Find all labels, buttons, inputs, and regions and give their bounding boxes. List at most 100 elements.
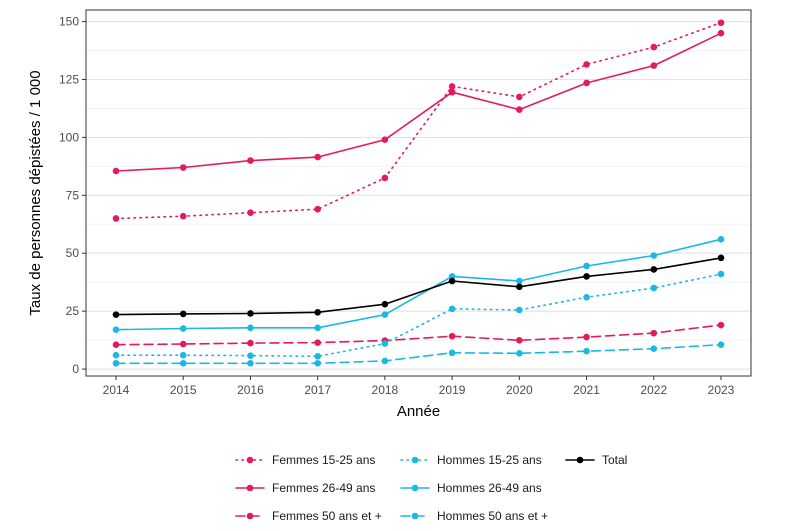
data-point <box>448 83 456 90</box>
data-point <box>717 236 725 243</box>
legend-entry: Femmes 50 ans et + <box>235 509 382 523</box>
x-tick-label: 2018 <box>372 383 399 397</box>
data-point <box>448 273 456 280</box>
legend-marker <box>246 512 254 520</box>
data-point <box>650 43 658 51</box>
legend-label: Hommes 50 ans et + <box>437 509 548 523</box>
data-point <box>247 339 254 347</box>
data-point <box>314 205 321 213</box>
series-line <box>115 257 722 316</box>
data-point <box>179 212 187 220</box>
legend-entry: Total <box>565 453 627 467</box>
legend-label: Femmes 26-49 ans <box>272 481 375 495</box>
data-point <box>179 310 187 318</box>
data-point <box>583 347 590 355</box>
x-tick-label: 2020 <box>506 383 533 397</box>
data-point <box>247 310 254 317</box>
series-femmes-15-25-ans <box>112 19 725 222</box>
legend-marker <box>246 484 254 492</box>
x-tick-label: 2021 <box>573 383 600 397</box>
legend-label: Hommes 26-49 ans <box>437 481 542 495</box>
legend-entry: Hommes 15-25 ans <box>400 453 542 467</box>
data-point <box>247 324 254 332</box>
y-tick-label: 0 <box>72 362 79 376</box>
data-point <box>650 345 658 352</box>
y-tick-label: 25 <box>66 304 80 318</box>
y-axis: 0 25 50 75 100 125 150 <box>59 15 86 376</box>
data-point <box>247 352 254 359</box>
x-tick-label: 2015 <box>170 383 197 397</box>
data-point <box>516 106 523 113</box>
data-point <box>314 324 321 332</box>
data-point <box>717 29 725 37</box>
data-point <box>448 277 456 285</box>
x-tick-label: 2022 <box>640 383 667 397</box>
data-point <box>583 293 590 301</box>
data-point <box>179 340 187 348</box>
x-tick-label: 2023 <box>708 383 735 397</box>
legend-entry: Hommes 50 ans et + <box>400 509 548 523</box>
data-point <box>516 277 523 285</box>
legend-marker <box>411 484 419 492</box>
data-point <box>516 306 523 314</box>
legend-marker <box>411 456 419 464</box>
x-tick-label: 2017 <box>304 383 331 397</box>
data-point <box>381 136 389 144</box>
data-point <box>381 311 389 318</box>
data-point <box>583 79 590 87</box>
data-point <box>650 329 658 337</box>
data-point <box>381 300 389 308</box>
legend: Femmes 15-25 ans Femmes 26-49 ans Femmes 5… <box>235 453 627 523</box>
y-tick-label: 75 <box>66 188 80 202</box>
data-point <box>247 157 254 164</box>
data-point <box>314 359 321 367</box>
data-point <box>448 332 456 340</box>
legend-label: Femmes 50 ans et + <box>272 509 382 523</box>
data-point <box>516 93 523 101</box>
data-point <box>583 61 590 68</box>
data-point <box>583 333 590 341</box>
data-point <box>314 153 321 161</box>
y-axis-title: Taux de personnes dépistées / 1 000 <box>27 70 44 315</box>
data-point <box>112 215 120 222</box>
data-point <box>650 252 658 259</box>
data-point <box>717 254 725 262</box>
grid-lines <box>86 21 751 370</box>
series-layer <box>112 19 725 367</box>
data-point <box>314 353 321 360</box>
y-tick-label: 150 <box>59 15 79 29</box>
data-point <box>448 305 456 313</box>
data-point <box>381 340 389 347</box>
x-axis-title: Année <box>397 403 440 420</box>
x-tick-label: 2014 <box>103 383 130 397</box>
data-point <box>516 349 523 357</box>
data-point <box>717 270 725 278</box>
data-point <box>247 209 254 216</box>
data-point <box>112 351 120 359</box>
data-point <box>448 349 456 357</box>
data-point <box>179 164 187 171</box>
legend-entry: Femmes 15-25 ans <box>235 453 375 467</box>
panel-background <box>86 10 751 376</box>
x-tick-label: 2019 <box>439 383 466 397</box>
data-point <box>448 88 456 96</box>
series-femmes-50-ans-et- <box>112 321 725 349</box>
x-axis: 2014 2015 2016 2017 2018 2019 2020 2021 2022 2023 <box>103 376 735 397</box>
data-point <box>314 339 321 346</box>
data-point <box>583 262 590 270</box>
legend-marker <box>411 512 419 520</box>
data-point <box>717 341 725 349</box>
legend-marker <box>576 456 584 464</box>
data-point <box>112 359 120 367</box>
series-total <box>112 254 725 318</box>
series-line <box>115 273 722 358</box>
data-point <box>112 326 120 333</box>
data-point <box>112 311 120 318</box>
data-point <box>516 283 523 291</box>
series-line <box>115 32 722 172</box>
legend-label: Femmes 15-25 ans <box>272 453 375 467</box>
data-point <box>247 359 254 367</box>
data-point <box>381 357 389 365</box>
y-tick-label: 50 <box>66 246 80 260</box>
